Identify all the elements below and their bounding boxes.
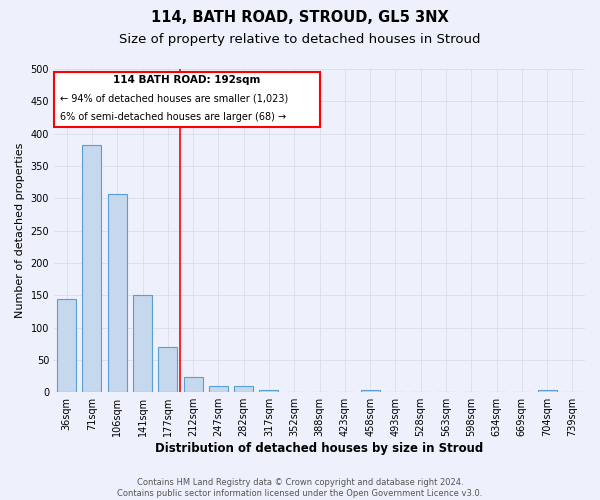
Bar — [259, 390, 278, 392]
Text: 114, BATH ROAD, STROUD, GL5 3NX: 114, BATH ROAD, STROUD, GL5 3NX — [151, 10, 449, 25]
X-axis label: Distribution of detached houses by size in Stroud: Distribution of detached houses by size … — [155, 442, 484, 455]
Y-axis label: Number of detached properties: Number of detached properties — [15, 143, 25, 318]
Bar — [209, 386, 228, 392]
Bar — [82, 144, 101, 392]
Bar — [184, 378, 203, 392]
Bar — [57, 299, 76, 392]
Bar — [158, 347, 177, 392]
Text: 114 BATH ROAD: 192sqm: 114 BATH ROAD: 192sqm — [113, 76, 260, 86]
Text: Contains HM Land Registry data © Crown copyright and database right 2024.
Contai: Contains HM Land Registry data © Crown c… — [118, 478, 482, 498]
Bar — [361, 390, 380, 392]
Text: ← 94% of detached houses are smaller (1,023): ← 94% of detached houses are smaller (1,… — [61, 94, 289, 104]
Bar — [538, 390, 557, 392]
Text: Size of property relative to detached houses in Stroud: Size of property relative to detached ho… — [119, 32, 481, 46]
FancyBboxPatch shape — [54, 72, 320, 127]
Bar — [108, 194, 127, 392]
Bar — [234, 386, 253, 392]
Text: 6% of semi-detached houses are larger (68) →: 6% of semi-detached houses are larger (6… — [61, 112, 287, 122]
Bar — [133, 295, 152, 392]
